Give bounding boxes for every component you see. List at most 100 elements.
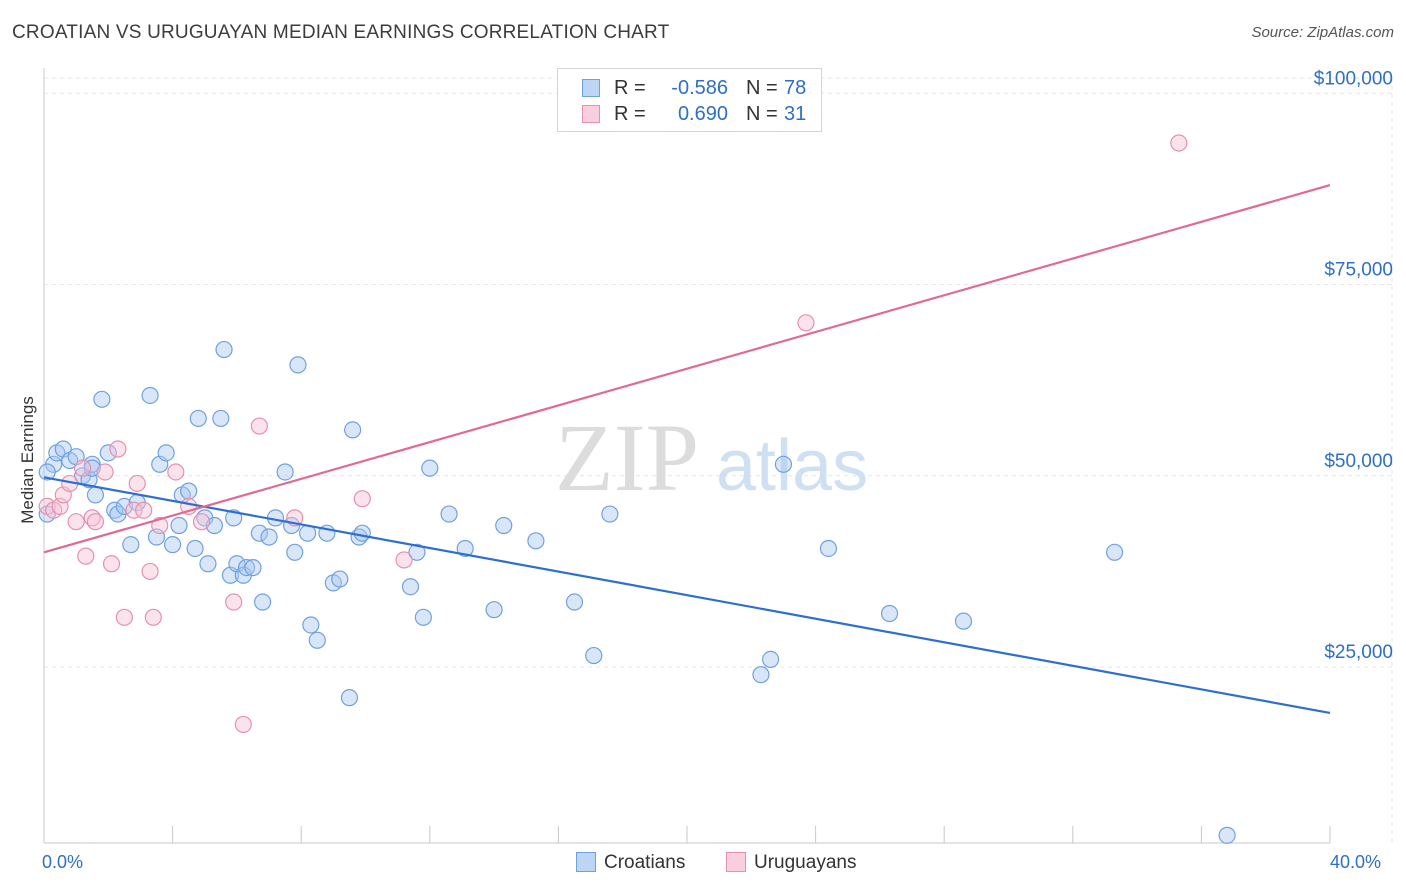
uruguayans-point — [86, 513, 105, 531]
croatians-point — [93, 390, 111, 408]
watermark-atlas: atlas — [716, 426, 868, 506]
uruguayans-legend-swatch — [726, 852, 746, 872]
croatians-point — [1105, 543, 1124, 561]
trend-lines — [43, 184, 1331, 715]
croatians-point — [254, 593, 272, 611]
uruguayans-point — [115, 608, 133, 626]
n-value-croatians: 78 — [784, 77, 807, 99]
croatians-point — [752, 666, 770, 684]
croatians-point — [495, 516, 513, 535]
watermark-zip: ZIP — [555, 404, 699, 511]
y-tick-labels: $25,000 $50,000 $75,000 $100,000 — [1314, 68, 1393, 663]
croatians-point — [122, 536, 140, 554]
uruguayans-point — [77, 547, 95, 565]
croatians-point — [164, 536, 182, 554]
data-points — [38, 134, 1236, 844]
croatians-point — [485, 601, 503, 619]
uruguayans-point — [102, 555, 121, 573]
croatians-swatch — [582, 79, 600, 97]
r-value-uruguayans: 0.690 — [677, 103, 728, 125]
croatians-point — [289, 356, 307, 374]
x-tick-label-max: 40.0% — [1330, 852, 1382, 872]
uruguayans-point — [96, 463, 114, 481]
uruguayans-point — [192, 513, 211, 531]
croatians-point — [83, 455, 101, 473]
y-tick-label: $75,000 — [1324, 260, 1393, 281]
uruguayans-point — [73, 459, 92, 477]
stats-legend: R = -0.586 N = 78 R = 0.690 N = 31 — [557, 68, 822, 132]
croatians-point — [237, 558, 256, 577]
watermark: ZIP atlas — [555, 404, 868, 511]
legend-item-uruguayans: Uruguayans — [726, 852, 856, 874]
croatians-point — [819, 539, 838, 558]
croatians-point — [186, 539, 204, 558]
croatians-point — [99, 444, 117, 462]
x-tick-label-min: 0.0% — [42, 852, 84, 872]
croatians-point — [86, 486, 105, 504]
uruguayans-point — [67, 513, 85, 531]
r-label: R = — [614, 77, 646, 99]
croatians-point — [250, 524, 269, 542]
stats-row-uruguayans: R = 0.690 N = 31 — [582, 103, 806, 125]
uruguayans-point — [128, 474, 146, 493]
y-tick-label: $100,000 — [1314, 68, 1393, 89]
croatians-point — [212, 409, 230, 428]
croatians-point — [565, 593, 584, 611]
r-label: R = — [614, 103, 646, 125]
croatians-point — [585, 646, 603, 665]
croatians-point — [189, 409, 207, 428]
legend-label-croatians: Croatians — [604, 852, 686, 873]
uruguayans-point — [1170, 134, 1188, 152]
stats-row-croatians: R = -0.586 N = 78 — [582, 77, 806, 99]
croatians-point — [527, 532, 545, 550]
croatians-point — [440, 505, 458, 523]
uruguayans-point — [135, 501, 153, 519]
uruguayans-trend-line — [43, 184, 1331, 554]
croatians-point — [141, 386, 159, 405]
r-value-croatians: -0.586 — [671, 77, 728, 99]
series-legend: Croatians Uruguayans — [0, 852, 1406, 876]
croatians-point — [353, 524, 371, 542]
croatians-point — [302, 616, 320, 634]
uruguayans-point — [144, 608, 162, 626]
croatians-point — [115, 497, 133, 515]
croatians-point — [331, 570, 349, 588]
croatians-point — [401, 578, 420, 596]
uruguayans-swatch — [582, 105, 600, 123]
croatians-point — [215, 340, 233, 359]
croatians-point — [157, 444, 175, 462]
croatians-point — [260, 528, 278, 546]
uruguayans-point — [234, 715, 252, 734]
y-tick-label: $50,000 — [1324, 451, 1393, 472]
croatians-point — [244, 558, 262, 577]
croatians-legend-swatch — [576, 852, 596, 872]
croatians-point — [408, 543, 426, 561]
croatians-point — [761, 650, 780, 669]
uruguayans-point — [353, 490, 371, 508]
croatians-point — [880, 604, 899, 623]
uruguayans-point — [125, 501, 143, 519]
uruguayans-point — [250, 417, 269, 435]
uruguayans-point — [141, 562, 159, 581]
croatians-point — [199, 555, 217, 573]
uruguayans-point — [225, 593, 243, 611]
n-label: N = — [746, 77, 778, 99]
croatians-trend-line — [43, 476, 1331, 715]
croatians-point — [340, 689, 359, 707]
croatians-point — [276, 463, 294, 481]
croatians-point — [286, 543, 304, 561]
legend-label-uruguayans: Uruguayans — [754, 852, 857, 873]
croatians-point — [421, 459, 439, 477]
croatians-point — [170, 516, 188, 535]
uruguayans-point — [395, 551, 413, 569]
croatians-point — [456, 539, 474, 558]
croatians-point — [954, 612, 973, 630]
croatians-point — [774, 455, 793, 473]
croatians-point — [601, 505, 619, 523]
axes — [43, 68, 1331, 844]
legend-item-croatians: Croatians — [576, 852, 685, 874]
croatians-point — [414, 608, 432, 626]
n-value-uruguayans: 31 — [784, 103, 807, 125]
croatians-point — [205, 516, 223, 535]
